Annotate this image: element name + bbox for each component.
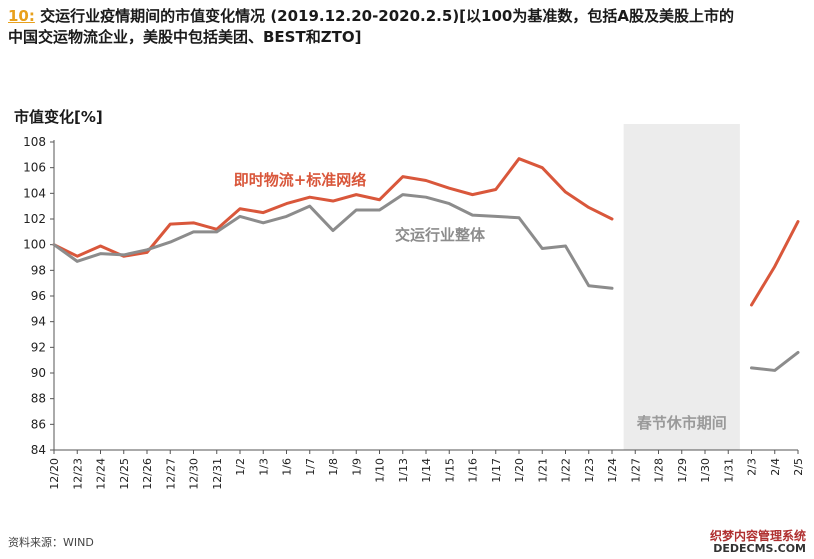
x-tick-label: 1/9 — [350, 458, 363, 476]
x-tick-label: 12/26 — [141, 458, 154, 490]
y-tick-label: 108 — [23, 135, 46, 149]
y-tick-label: 106 — [23, 161, 46, 175]
watermark-domain: DEDECMS.COM — [713, 542, 806, 555]
y-tick-label: 84 — [31, 443, 46, 457]
x-tick-label: 1/10 — [374, 458, 387, 483]
title-line-1: 交运行业疫情期间的市值变化情况 (2019.12.20-2020.2.5)[以1… — [34, 7, 734, 25]
series-label-express: 即时物流+标准网络 — [234, 171, 367, 189]
x-tick-label: 1/21 — [536, 458, 549, 483]
source-note: 资料来源：WIND — [8, 536, 94, 549]
x-tick-label: 1/30 — [699, 458, 712, 483]
y-axis-label: 市值变化[%] — [14, 108, 103, 126]
x-tick-label: 1/2 — [234, 458, 247, 476]
series-line-express — [750, 220, 800, 307]
x-tick-label: 2/4 — [769, 458, 782, 476]
figure-number: 10: — [8, 7, 35, 25]
x-tick-label: 12/27 — [164, 458, 177, 490]
x-tick-label: 1/22 — [560, 458, 573, 483]
x-tick-label: 12/20 — [48, 458, 61, 490]
y-tick-label: 88 — [31, 392, 46, 406]
y-tick-label: 90 — [31, 366, 46, 380]
x-tick-label: 1/28 — [653, 458, 666, 483]
watermark-text: 织梦内容管理系统 — [709, 529, 806, 543]
y-tick-label: 92 — [31, 340, 46, 354]
x-tick-label: 1/7 — [304, 458, 317, 476]
x-tick-label: 2/3 — [746, 458, 759, 476]
x-tick-label: 1/31 — [722, 458, 735, 483]
y-tick-label: 96 — [31, 289, 46, 303]
x-tick-label: 1/14 — [420, 458, 433, 483]
x-tick-label: 1/23 — [583, 458, 596, 483]
y-tick-label: 94 — [31, 315, 46, 329]
x-tick-label: 2/5 — [792, 458, 805, 476]
y-tick-label: 104 — [23, 186, 46, 200]
x-tick-label: 1/16 — [467, 458, 480, 483]
holiday-band-label: 春节休市期间 — [637, 414, 727, 432]
title-line-2: 中国交运物流企业，美股中包括美团、BEST和ZTO] — [8, 28, 362, 46]
series-label-industry: 交运行业整体 — [395, 226, 486, 244]
x-tick-label: 1/27 — [629, 458, 642, 483]
x-tick-label: 1/24 — [606, 458, 619, 483]
x-tick-label: 1/8 — [327, 458, 340, 476]
x-tick-label: 1/6 — [281, 458, 294, 476]
series-line-industry — [750, 350, 800, 372]
series-line-express — [52, 157, 614, 258]
x-tick-label: 1/17 — [490, 458, 503, 483]
x-tick-label: 1/15 — [443, 458, 456, 483]
x-tick-label: 12/23 — [71, 458, 84, 490]
x-tick-label: 1/3 — [257, 458, 270, 476]
x-tick-label: 12/25 — [118, 458, 131, 490]
series-line-industry — [52, 193, 614, 290]
x-tick-label: 12/24 — [95, 458, 108, 490]
y-tick-label: 86 — [31, 417, 46, 431]
y-tick-label: 102 — [23, 212, 46, 226]
x-tick-label: 1/13 — [397, 458, 410, 483]
y-tick-label: 100 — [23, 238, 46, 252]
chart-title: 10: 交运行业疫情期间的市值变化情况 (2019.12.20-2020.2.5… — [8, 6, 808, 48]
y-tick-label: 98 — [31, 263, 46, 277]
x-tick-label: 1/29 — [676, 458, 689, 483]
holiday-band — [623, 124, 740, 450]
x-tick-label: 12/31 — [211, 458, 224, 490]
x-tick-label: 1/20 — [513, 458, 526, 483]
x-tick-label: 12/30 — [188, 458, 201, 490]
